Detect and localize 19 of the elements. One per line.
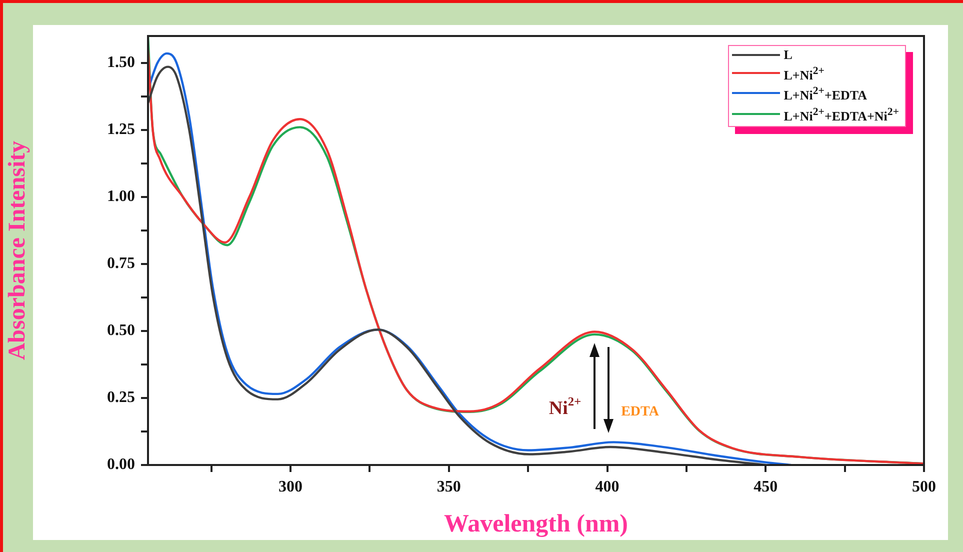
legend-label: L+Ni$^{2+}$ bbox=[784, 64, 824, 84]
y-tick-label: 0.75 bbox=[107, 255, 135, 272]
y-tick-label: 1.00 bbox=[107, 188, 135, 206]
y-axis-title: Absorbance Intensity bbox=[4, 140, 31, 360]
legend-label: L bbox=[784, 47, 792, 63]
x-tick-label: 400 bbox=[595, 478, 620, 496]
x-tick-label: 300 bbox=[278, 478, 303, 496]
legend-label: L+Ni$^{2+}$+EDTA bbox=[784, 84, 867, 104]
x-tick-label: 350 bbox=[436, 478, 461, 496]
y-tick-label: 0.00 bbox=[107, 456, 135, 474]
legend-label: L+Ni$^{2+}$+EDTA+Ni$^{2+}$ bbox=[784, 104, 899, 124]
y-tick-label: 1.25 bbox=[107, 120, 135, 138]
y-tick-label: 1.50 bbox=[107, 54, 135, 71]
x-tick-label: 500 bbox=[912, 478, 936, 496]
y-tick-label: 0.50 bbox=[107, 322, 135, 340]
x-axis-title: Wavelength (nm) bbox=[444, 510, 628, 538]
x-tick-label: 450 bbox=[754, 478, 778, 496]
y-tick-label: 0.25 bbox=[107, 389, 135, 406]
annotation: EDTA bbox=[621, 404, 660, 420]
